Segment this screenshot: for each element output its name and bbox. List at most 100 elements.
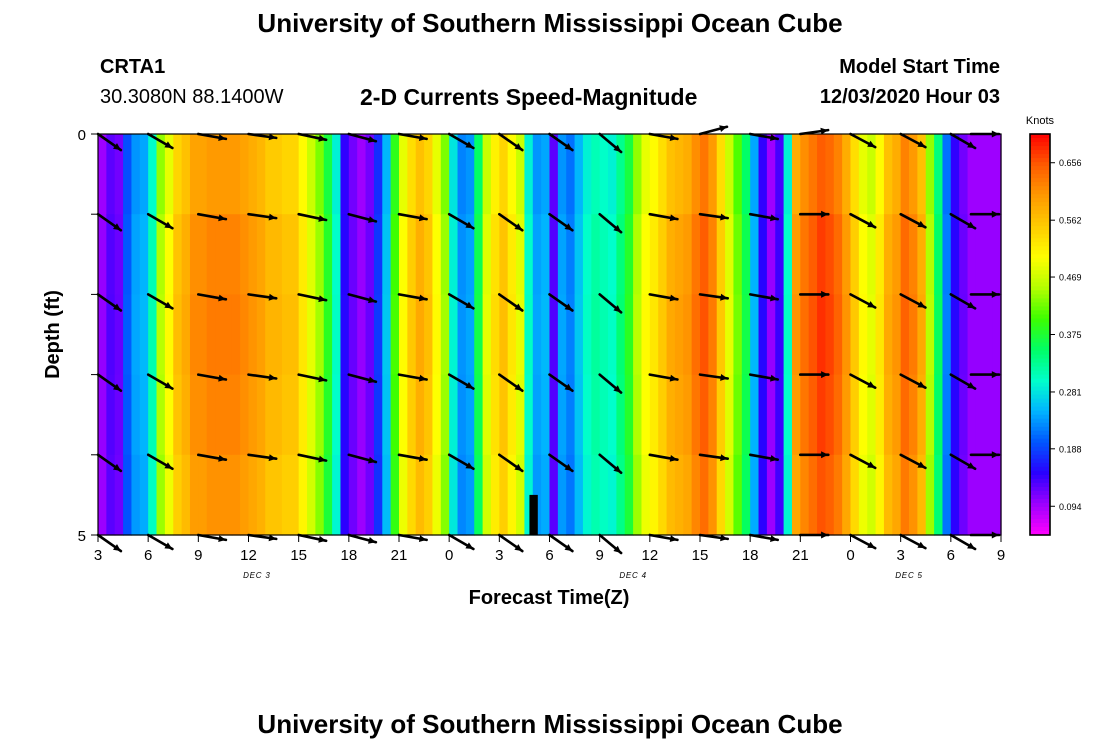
heatmap-cell: [566, 374, 576, 456]
heatmap-cell: [549, 374, 559, 456]
arrow-head: [465, 301, 474, 309]
heatmap-cell: [733, 374, 743, 456]
heatmap-cell: [750, 374, 760, 456]
heatmap-cell: [599, 134, 609, 215]
heatmap-cell: [298, 134, 308, 215]
heatmap-cell: [307, 454, 316, 536]
colorbar-title: Knots: [1026, 115, 1055, 127]
arrow-head: [268, 374, 277, 381]
colorbar-segment: [1030, 242, 1050, 247]
heatmap-cell: [599, 294, 609, 376]
arrow-head: [564, 463, 573, 471]
heatmap-cell: [98, 374, 107, 456]
heatmap-cell: [457, 454, 467, 536]
arrow-head: [218, 294, 226, 302]
heatmap-cell: [482, 374, 492, 456]
colorbar-segment: [1030, 450, 1050, 456]
heatmap-cell: [231, 134, 241, 215]
colorbar-segment: [1030, 510, 1050, 516]
colorbar-segment: [1030, 474, 1050, 480]
heatmap-cell: [666, 134, 676, 215]
heatmap-cell: [415, 214, 425, 295]
heatmap-cell: [490, 214, 500, 295]
heatmap-cell: [700, 294, 709, 376]
heatmap-cell: [716, 134, 726, 215]
x-tick-label: 3: [94, 547, 102, 564]
heatmap-cell: [775, 454, 785, 536]
heatmap-cell: [348, 454, 358, 536]
arrow-head: [867, 220, 876, 228]
heatmap-cell: [482, 454, 492, 536]
heatmap-cell: [641, 214, 651, 295]
heatmap-cell: [114, 214, 124, 295]
heatmap-cell: [524, 214, 534, 295]
heatmap-cell: [708, 294, 718, 376]
arrow-head: [564, 223, 573, 231]
colorbar-segment: [1030, 282, 1050, 287]
colorbar-tick-label: 0.375: [1059, 330, 1082, 340]
heatmap-cell: [223, 374, 233, 456]
colorbar-segment: [1030, 262, 1050, 267]
heatmap-cell: [766, 134, 776, 215]
heatmap-cell: [123, 134, 133, 215]
heatmap-cell: [173, 134, 183, 215]
colorbar-segment: [1030, 258, 1050, 263]
heatmap-cell: [457, 294, 467, 376]
heatmap-cell: [189, 374, 199, 456]
heatmap-cell: [415, 134, 425, 215]
colorbar-segment: [1030, 214, 1050, 219]
colorbar-segment: [1030, 378, 1050, 384]
heatmap-cell: [942, 214, 952, 295]
heatmap-cell: [290, 294, 300, 376]
heatmap-cell: [399, 374, 408, 456]
arrow-head: [113, 383, 121, 391]
heatmap-cell: [975, 454, 985, 536]
heatmap-cell: [883, 294, 893, 376]
heatmap-cell: [198, 374, 208, 456]
heatmap-cell: [766, 454, 776, 536]
arrow-head: [669, 134, 678, 141]
heatmap-cell: [566, 454, 576, 536]
arrow-head: [514, 463, 523, 471]
heatmap-cell: [340, 294, 350, 376]
heatmap-cell: [223, 134, 233, 215]
colorbar-segment: [1030, 470, 1050, 476]
heatmap-cell: [173, 214, 183, 295]
arrow-head: [218, 134, 226, 141]
colorbar-segment: [1030, 306, 1050, 311]
heatmap-cell: [407, 134, 417, 215]
heatmap-cell: [683, 214, 693, 295]
heatmap-cell: [850, 454, 860, 536]
x-tick-label: 9: [194, 547, 202, 564]
arrow-head: [867, 301, 876, 308]
heatmap-cell: [616, 454, 626, 536]
arrow-head: [268, 213, 277, 221]
heatmap-cell: [716, 374, 726, 456]
colorbar-segment: [1030, 438, 1050, 444]
heatmap-cell: [741, 134, 751, 215]
arrow-head: [164, 221, 173, 229]
arrow-head: [318, 375, 327, 383]
heatmap-cell: [758, 454, 768, 536]
heatmap-cell: [399, 294, 408, 376]
heatmap-cell: [783, 294, 793, 376]
heatmap-cell: [490, 454, 500, 536]
arrow-head: [967, 141, 976, 148]
colorbar-segment: [1030, 494, 1050, 500]
heatmap-cell: [833, 214, 843, 295]
colorbar-segment: [1030, 194, 1050, 199]
heatmap-cell: [967, 134, 977, 215]
arrow-head: [821, 290, 829, 298]
heatmap-cell: [608, 134, 617, 215]
colorbar-segment: [1030, 254, 1050, 259]
heatmap-cell: [365, 294, 375, 376]
heatmap-cell: [332, 134, 342, 215]
day-label: DEC 3: [243, 571, 271, 580]
heatmap-cell: [599, 454, 609, 536]
heatmap-cell: [164, 294, 174, 376]
heatmap-cell: [549, 214, 559, 295]
arrow-head: [770, 214, 778, 222]
heatmap-cell: [541, 374, 551, 456]
heatmap-cell: [758, 214, 768, 295]
x-tick-label: 9: [595, 547, 603, 564]
